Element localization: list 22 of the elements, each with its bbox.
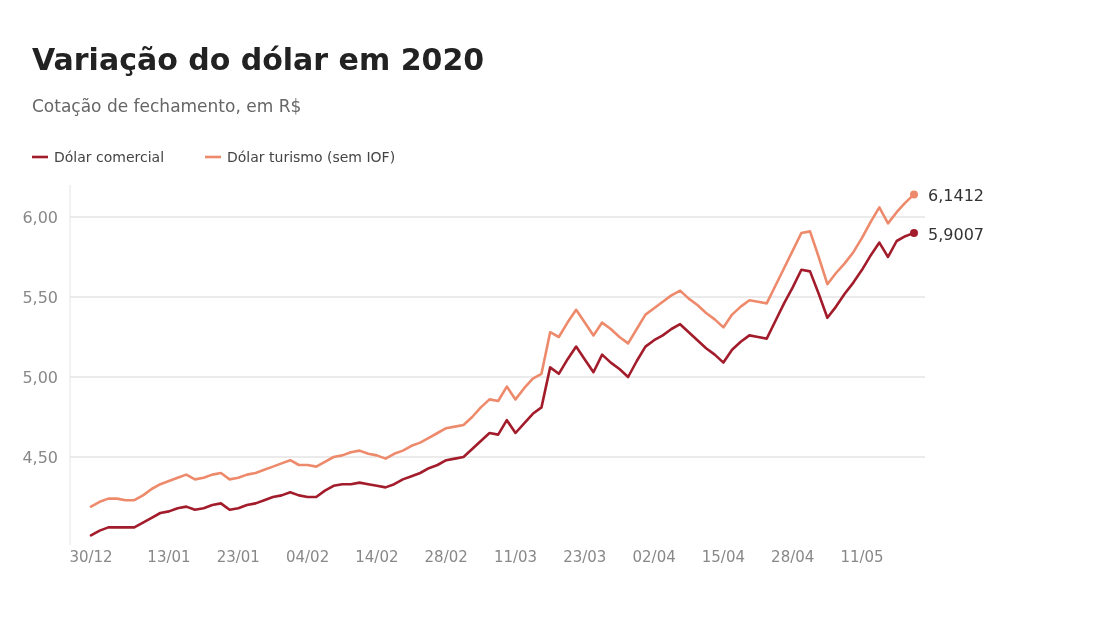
x-tick-label: 04/02	[285, 548, 330, 566]
x-tick-label: 14/02	[355, 548, 399, 566]
y-tick-label: 6,00	[22, 208, 58, 227]
x-tick-label: 15/04	[701, 548, 746, 566]
x-tick-label: 11/03	[493, 548, 538, 566]
x-tick-label: 28/04	[771, 548, 815, 566]
legend-label: Dólar comercial	[54, 149, 165, 165]
x-tick-label: 11/05	[840, 548, 884, 566]
x-tick-label: 30/12	[69, 548, 113, 566]
data-label: 5,9007	[928, 224, 984, 244]
x-tick-label: 13/01	[147, 548, 191, 566]
y-tick-label: 5,00	[22, 368, 58, 387]
chart-subtitle: Cotação de fechamento, em R$	[32, 96, 302, 116]
x-tick-label: 02/04	[632, 548, 676, 566]
y-tick-label: 4,50	[22, 448, 58, 467]
data-label: 6,1412	[928, 186, 984, 206]
legend-label: Dólar turismo (sem IOF)	[227, 149, 396, 165]
x-tick-label: 23/03	[563, 548, 607, 566]
x-tick-label: 28/02	[424, 548, 468, 566]
y-tick-label: 5,50	[22, 288, 58, 307]
x-tick-label: 23/01	[216, 548, 260, 566]
chart-title: Variação do dólar em 2020	[32, 42, 485, 77]
